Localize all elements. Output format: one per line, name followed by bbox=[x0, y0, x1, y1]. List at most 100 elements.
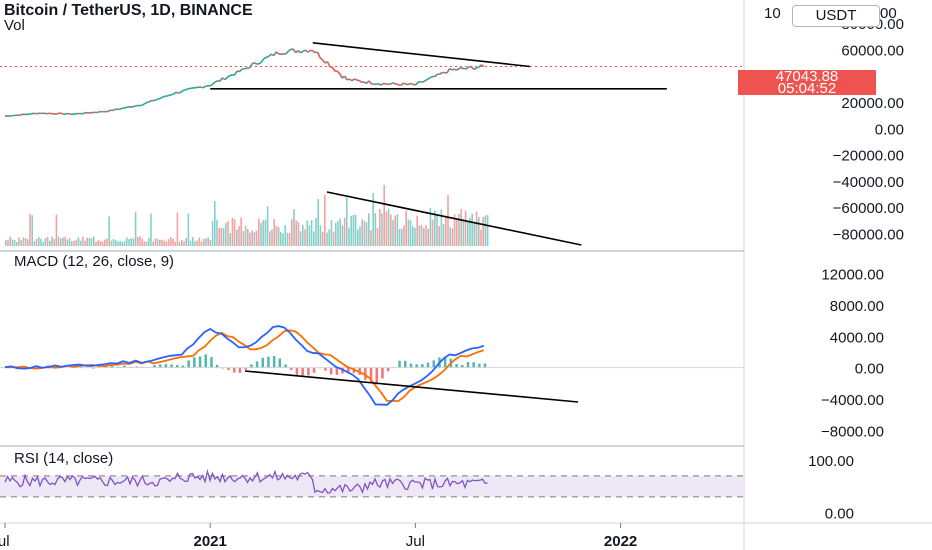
volume-bar bbox=[291, 219, 293, 246]
volume-bar bbox=[46, 236, 49, 246]
price-candle bbox=[410, 82, 414, 86]
volume-bar bbox=[306, 220, 308, 246]
volume-bar bbox=[425, 225, 427, 246]
volume-bar bbox=[134, 211, 137, 246]
price-candle bbox=[378, 83, 382, 86]
volume-bar bbox=[220, 227, 223, 246]
price-candle bbox=[29, 112, 33, 115]
volume-bar bbox=[354, 214, 357, 246]
volume-bar bbox=[282, 233, 284, 246]
price-candle bbox=[300, 50, 304, 54]
price-candle bbox=[209, 83, 214, 87]
volume-bar bbox=[205, 238, 207, 246]
price-candle bbox=[258, 61, 262, 65]
volume-bar bbox=[244, 225, 247, 246]
volume-bar bbox=[341, 225, 344, 246]
volume-bar bbox=[403, 225, 405, 246]
price-candle bbox=[348, 78, 353, 82]
macd-histogram-bar bbox=[421, 364, 424, 368]
volume-bar bbox=[214, 201, 216, 246]
volume-bar bbox=[225, 222, 227, 246]
volume-bar bbox=[143, 241, 146, 246]
price-trendline bbox=[312, 42, 531, 68]
volume-bar bbox=[317, 199, 319, 246]
volume-bar bbox=[27, 239, 29, 246]
volume-trendline bbox=[326, 191, 582, 246]
macd-histogram-bar bbox=[301, 367, 304, 376]
macd-histogram-bar bbox=[215, 364, 219, 368]
price-candle bbox=[473, 67, 477, 71]
volume-bar bbox=[365, 222, 368, 246]
macd-histogram-bar bbox=[204, 354, 207, 368]
volume-bar bbox=[381, 213, 383, 246]
macd-histogram-bar bbox=[295, 367, 299, 375]
price-candle bbox=[297, 49, 302, 54]
volume-bar bbox=[438, 225, 440, 246]
price-candle bbox=[321, 59, 326, 64]
volume-bar bbox=[137, 236, 139, 246]
volume-bar bbox=[409, 220, 412, 246]
price-candle bbox=[238, 68, 243, 73]
macd-histogram-bar bbox=[426, 362, 430, 368]
volume-bar bbox=[156, 238, 159, 246]
volume-bar bbox=[242, 231, 245, 246]
volume-bar bbox=[313, 231, 315, 246]
price-candle bbox=[170, 93, 174, 96]
volume-bar bbox=[343, 217, 346, 246]
price-candle bbox=[310, 49, 313, 52]
macd-label: MACD (12, 26, close, 9) bbox=[14, 253, 175, 270]
volume-bar bbox=[95, 241, 97, 246]
volume-bar bbox=[249, 232, 251, 246]
volume-bar bbox=[456, 219, 458, 246]
price-candle bbox=[148, 99, 152, 103]
indicator-lines bbox=[0, 42, 744, 406]
volume-bar bbox=[394, 215, 396, 246]
volume-bar bbox=[73, 240, 75, 246]
rsi-line bbox=[4, 468, 488, 494]
volume-bar bbox=[462, 218, 465, 246]
volume-bar bbox=[209, 240, 212, 246]
price-candle bbox=[226, 74, 231, 79]
volume-bar bbox=[484, 215, 487, 246]
volume-bar bbox=[24, 237, 27, 246]
time-axis-tick: Jul bbox=[0, 533, 10, 550]
macd-histogram-bar bbox=[466, 362, 470, 368]
price-candle bbox=[43, 112, 47, 115]
volume-bar bbox=[44, 238, 47, 246]
price-candle bbox=[278, 53, 282, 56]
volume-bar bbox=[187, 213, 190, 246]
volume-bar bbox=[84, 240, 86, 246]
volume-bar bbox=[7, 239, 9, 246]
price-candle bbox=[219, 77, 224, 82]
price-candle bbox=[480, 64, 485, 68]
currency-button[interactable]: USDT bbox=[792, 5, 880, 27]
volume-bar bbox=[374, 213, 377, 246]
volume-bar bbox=[16, 241, 18, 246]
price-series bbox=[4, 48, 485, 117]
volume-bar bbox=[385, 211, 388, 246]
rsi-axis-tick: 0.00 bbox=[825, 506, 854, 523]
volume-bar bbox=[357, 229, 359, 246]
last-price-tag: 47043.88 05:04:52 bbox=[738, 69, 876, 96]
price-candle bbox=[439, 71, 443, 75]
volume-bar bbox=[99, 240, 102, 246]
volume-bar bbox=[376, 228, 379, 246]
price-candle bbox=[214, 80, 218, 83]
price-candle bbox=[253, 61, 258, 65]
volume-bar bbox=[326, 232, 328, 246]
price-candle bbox=[19, 113, 23, 117]
volume-bar bbox=[324, 194, 326, 246]
macd-histogram-bar bbox=[329, 367, 333, 375]
rsi-axis-tick: 100.00 bbox=[808, 453, 854, 470]
price-candle bbox=[156, 97, 160, 101]
volume-bar bbox=[372, 193, 374, 246]
price-candle bbox=[383, 82, 387, 85]
volume-bar bbox=[31, 215, 33, 246]
volume-bar bbox=[255, 230, 258, 246]
symbol-title: Bitcoin / TetherUS, 1D, BINANCE bbox=[4, 2, 253, 19]
macd-histogram-bar bbox=[110, 365, 114, 368]
volume-bar bbox=[20, 240, 22, 246]
volume-bar bbox=[86, 237, 88, 246]
volume-bar bbox=[453, 214, 456, 246]
macd-histogram-bar bbox=[312, 367, 316, 373]
